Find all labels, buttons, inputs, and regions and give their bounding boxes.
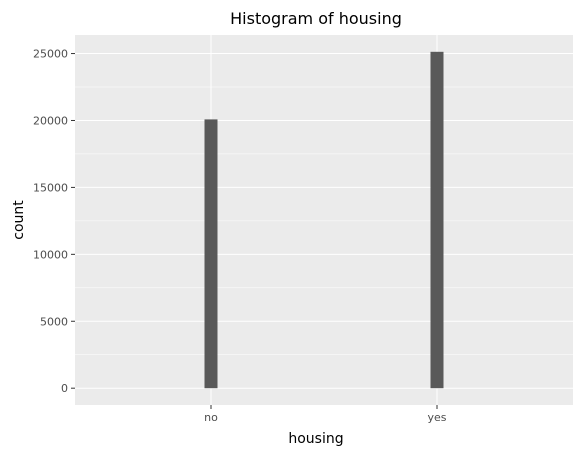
y-axis: 0 5000 10000 15000 20000 25000: [33, 48, 75, 395]
minor-gridlines: [75, 86, 573, 355]
x-tick-label: no: [204, 411, 218, 424]
x-axis: no yes: [204, 405, 447, 424]
x-tick-label: yes: [427, 411, 446, 424]
bar-no: [204, 119, 218, 389]
bar-yes: [430, 51, 444, 389]
bars: [204, 51, 444, 389]
x-axis-title: housing: [288, 431, 343, 447]
y-tick-label: 5000: [40, 315, 68, 328]
plot-panel: [75, 35, 573, 405]
y-tick-label: 0: [61, 382, 68, 395]
y-tick-label: 10000: [33, 248, 68, 261]
y-tick-label: 25000: [33, 48, 68, 61]
chart-title: Histogram of housing: [230, 9, 402, 28]
y-tick-label: 20000: [33, 114, 68, 127]
y-tick-label: 15000: [33, 181, 68, 194]
y-axis-title: count: [11, 200, 27, 240]
